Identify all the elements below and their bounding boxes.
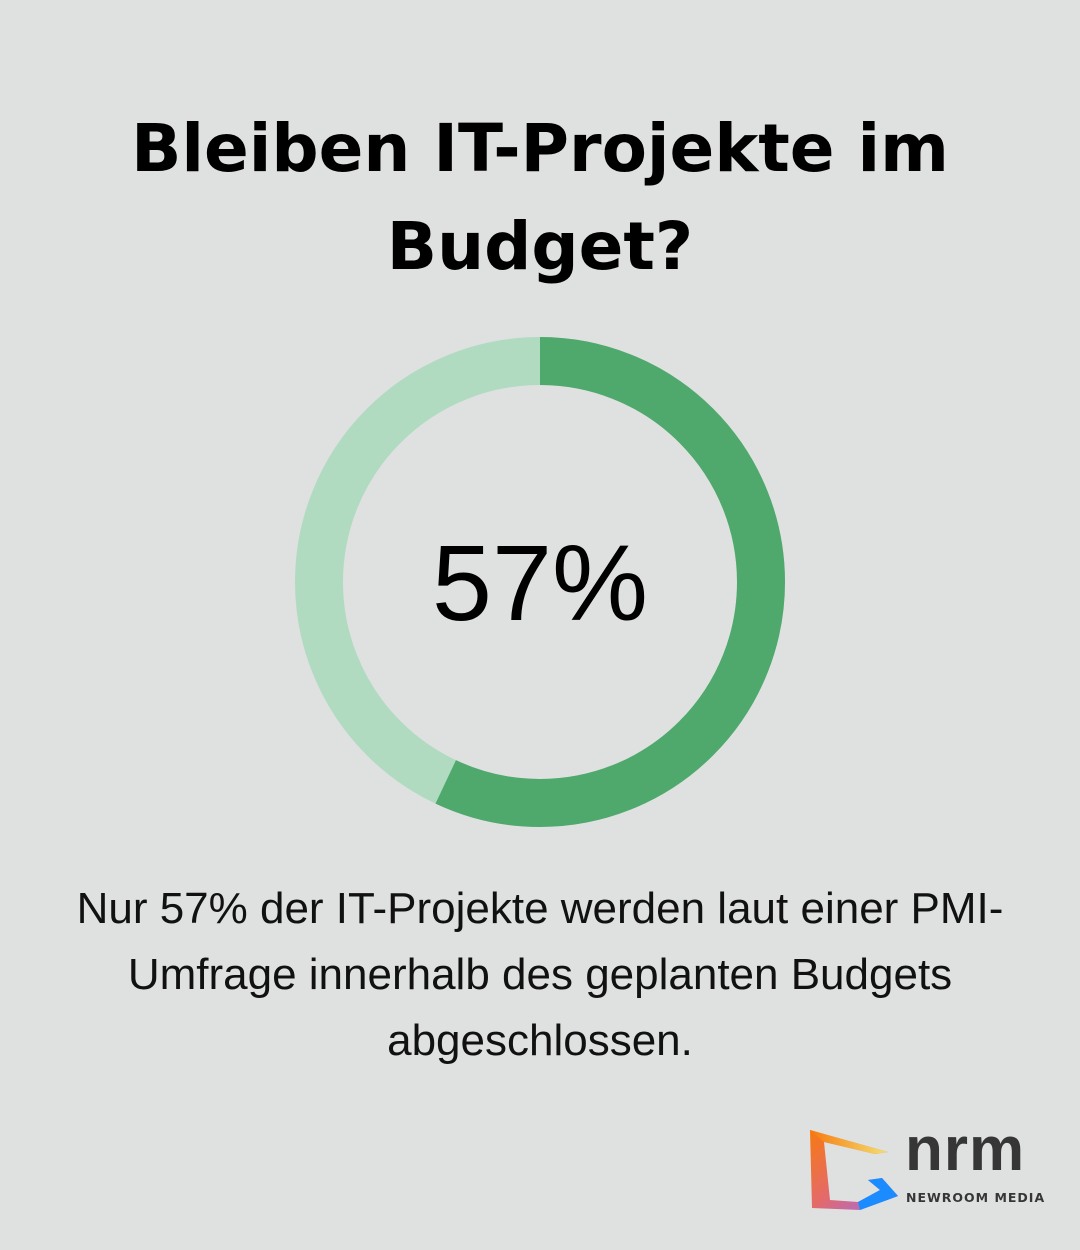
logo-mark-icon: [810, 1130, 898, 1210]
donut-chart: [295, 337, 785, 827]
description: Nur 57% der IT-Projekte werden laut eine…: [76, 884, 1004, 1065]
donut-slice-value: [295, 337, 785, 827]
logo: nrm NEWROOM MEDIA: [800, 1115, 1050, 1214]
page-title: Bleiben IT-Projekte im Budget?: [131, 110, 949, 285]
center-label: 57%: [431, 521, 649, 643]
logo-subtitle: NEWROOM MEDIA: [906, 1190, 1046, 1205]
logo-text: nrm: [905, 1115, 1026, 1184]
